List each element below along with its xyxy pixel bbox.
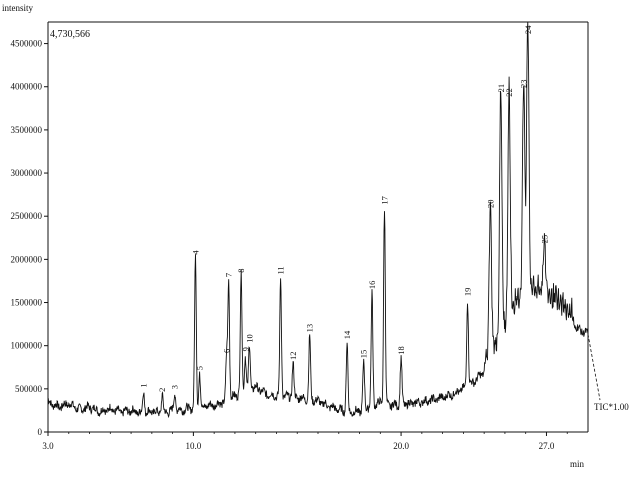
peak-label: 8 [236,269,246,273]
peak-label: 25 [539,235,549,244]
tic-trace-line [47,21,589,419]
x-tick-label: 20.0 [393,441,409,451]
x-tick-label: 10.0 [186,441,202,451]
x-tick-label: 27.0 [539,441,555,451]
peak-label: 23 [519,80,529,89]
peak-label: 4 [190,250,200,255]
trace [47,21,601,419]
y-tick-label: 3000000 [11,168,43,178]
peak-label: 18 [396,346,406,355]
y-axis-title: intensity [2,3,33,13]
y-tick-label: 2000000 [11,254,43,264]
peak-label: 11 [276,266,286,274]
peak-label: 3 [170,385,180,389]
y-tick-label: 4000000 [11,82,43,92]
peak-label: 17 [379,196,389,205]
trace-label: TIC*1.00 [594,402,629,412]
y-tick-label: 1500000 [11,298,43,308]
peak-label: 14 [342,330,352,339]
y-tick-label: 3500000 [11,125,43,135]
peak-label: 19 [463,288,473,297]
peak-label: 15 [359,350,369,359]
chart-frame [47,21,589,433]
x-axis-title: min [570,459,585,469]
peak-label: 20 [485,200,495,209]
trace-tail-dashed [587,334,601,401]
peak-label: 6 [222,349,232,353]
peak-label: 24 [523,25,533,34]
max-intensity-label: 4,730,566 [50,29,90,40]
y-tick-label: 2500000 [11,211,43,221]
peak-label: 12 [288,351,298,360]
peak-label: 22 [504,88,514,97]
peak-label: 7 [224,273,234,277]
y-tick-label: 500000 [15,384,43,394]
peak-label: 2 [157,388,167,392]
y-tick-label: 0 [38,427,43,437]
peak-label: 16 [367,281,377,290]
x-tick-label: 3.0 [42,441,54,451]
peak-labels: 1234567891011121314151617181920212223242… [139,25,550,392]
axes: 0 500000 1000000 1500000 2000000 2500000 30000… [11,39,568,451]
peak-label: 9 [240,347,250,351]
peak-label: 13 [305,324,315,333]
peak-label: 1 [139,383,149,387]
peak-label: 10 [244,334,254,343]
y-tick-label: 4500000 [11,39,43,49]
peak-label: 5 [195,366,205,370]
peak-label: 21 [496,84,506,93]
y-tick-label: 1000000 [11,341,43,351]
